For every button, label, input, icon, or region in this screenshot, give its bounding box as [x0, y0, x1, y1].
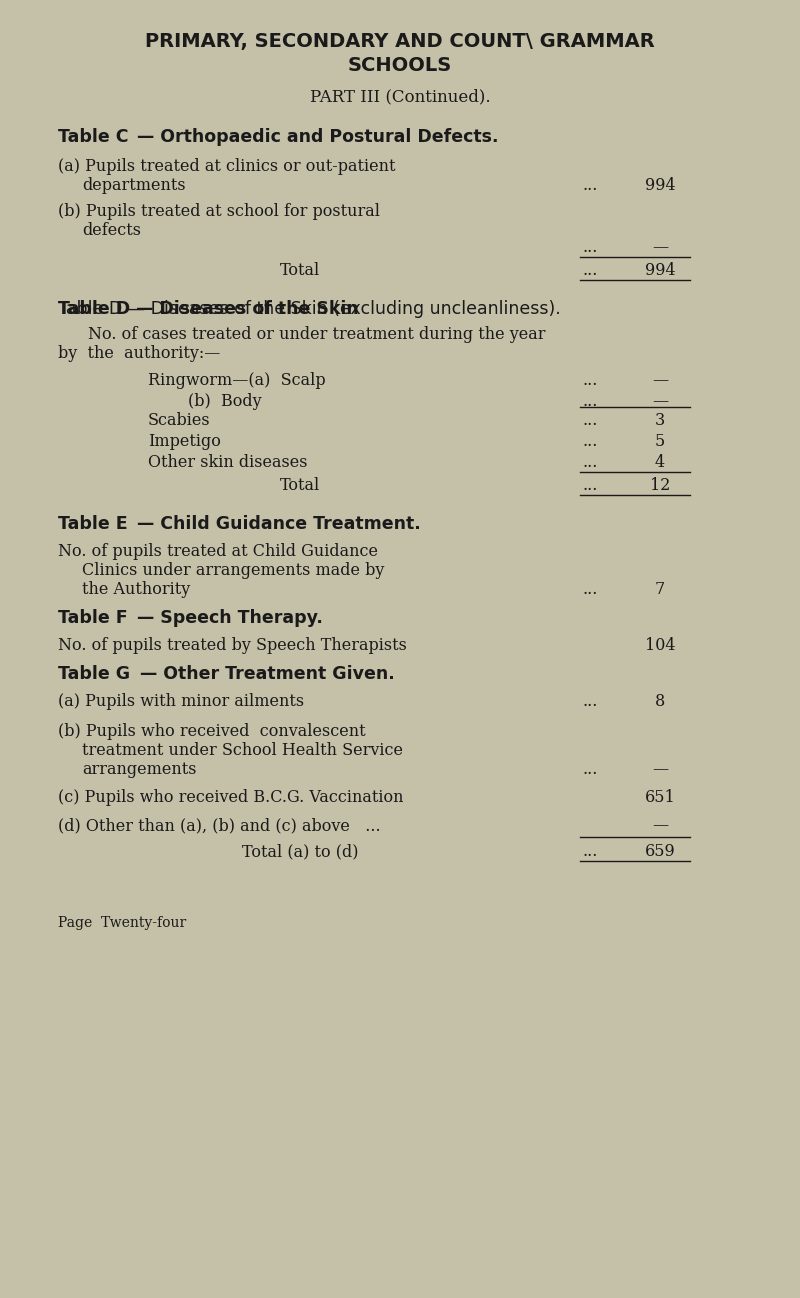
Text: the Authority: the Authority [82, 582, 190, 598]
Text: Table C: Table C [58, 129, 129, 145]
Text: Page  Twenty-four: Page Twenty-four [58, 916, 186, 929]
Text: ...: ... [582, 454, 598, 471]
Text: ...: ... [582, 693, 598, 710]
Text: — Other Treatment Given.: — Other Treatment Given. [134, 665, 394, 683]
Text: — Speech Therapy.: — Speech Therapy. [131, 609, 323, 627]
Text: ...: ... [582, 842, 598, 861]
Text: (b) Pupils who received  convalescent: (b) Pupils who received convalescent [58, 723, 366, 740]
Text: Table D — Diseases of the Skin (excluding uncleanliness).: Table D — Diseases of the Skin (excludin… [58, 300, 561, 318]
Text: PART III (Continued).: PART III (Continued). [310, 88, 490, 105]
Text: treatment under School Health Service: treatment under School Health Service [82, 742, 403, 759]
Text: SCHOOLS: SCHOOLS [348, 56, 452, 75]
Text: 7: 7 [655, 582, 665, 598]
Text: —: — [652, 816, 668, 835]
Text: PRIMARY, SECONDARY AND COUNT\ GRAMMAR: PRIMARY, SECONDARY AND COUNT\ GRAMMAR [145, 32, 655, 51]
Text: departments: departments [82, 177, 186, 193]
Text: 659: 659 [645, 842, 675, 861]
Text: Ringworm—(a)  Scalp: Ringworm—(a) Scalp [148, 373, 326, 389]
Text: ...: ... [582, 761, 598, 778]
Text: 5: 5 [655, 434, 665, 450]
Text: No. of cases treated or under treatment during the year: No. of cases treated or under treatment … [88, 326, 546, 343]
Text: —: — [652, 239, 668, 256]
Text: 12: 12 [650, 476, 670, 495]
Text: ...: ... [582, 411, 598, 430]
Text: Clinics under arrangements made by: Clinics under arrangements made by [82, 562, 384, 579]
Text: (a) Pupils with minor ailments: (a) Pupils with minor ailments [58, 693, 304, 710]
Text: Table D — Diseases of the Skin: Table D — Diseases of the Skin [58, 300, 358, 318]
Text: 994: 994 [645, 262, 675, 279]
Text: 994: 994 [645, 177, 675, 193]
Text: Table G: Table G [58, 665, 130, 683]
Text: —: — [652, 761, 668, 778]
Text: ...: ... [582, 239, 598, 256]
Text: 651: 651 [645, 789, 675, 806]
Text: — Orthopaedic and Postural Defects.: — Orthopaedic and Postural Defects. [131, 129, 498, 145]
Text: (b)  Body: (b) Body [188, 393, 262, 410]
Text: —: — [652, 373, 668, 389]
Text: 8: 8 [655, 693, 665, 710]
Text: Total: Total [280, 262, 320, 279]
Text: Table E: Table E [58, 515, 128, 533]
Text: (d) Other than (a), (b) and (c) above   ...: (d) Other than (a), (b) and (c) above ..… [58, 816, 381, 835]
Text: ...: ... [582, 434, 598, 450]
Text: Table F: Table F [58, 609, 128, 627]
Text: — Child Guidance Treatment.: — Child Guidance Treatment. [131, 515, 421, 533]
Text: 4: 4 [655, 454, 665, 471]
Text: ...: ... [582, 393, 598, 410]
Text: Impetigo: Impetigo [148, 434, 221, 450]
Text: No. of pupils treated at Child Guidance: No. of pupils treated at Child Guidance [58, 543, 378, 559]
Text: defects: defects [82, 222, 141, 239]
Text: Total (a) to (d): Total (a) to (d) [242, 842, 358, 861]
Text: Other skin diseases: Other skin diseases [148, 454, 307, 471]
Text: arrangements: arrangements [82, 761, 197, 778]
Text: ...: ... [582, 262, 598, 279]
Text: 104: 104 [645, 637, 675, 654]
Text: (b) Pupils treated at school for postural: (b) Pupils treated at school for postura… [58, 202, 380, 219]
Text: (c) Pupils who received B.C.G. Vaccination: (c) Pupils who received B.C.G. Vaccinati… [58, 789, 403, 806]
Text: (a) Pupils treated at clinics or out-patient: (a) Pupils treated at clinics or out-pat… [58, 158, 395, 175]
Text: ...: ... [582, 582, 598, 598]
Text: Total: Total [280, 476, 320, 495]
Text: —: — [652, 393, 668, 410]
Text: Scabies: Scabies [148, 411, 210, 430]
Text: ...: ... [582, 476, 598, 495]
Text: by  the  authority:—: by the authority:— [58, 345, 220, 362]
Text: No. of pupils treated by Speech Therapists: No. of pupils treated by Speech Therapis… [58, 637, 407, 654]
Text: 3: 3 [655, 411, 665, 430]
Text: ...: ... [582, 373, 598, 389]
Text: ...: ... [582, 177, 598, 193]
